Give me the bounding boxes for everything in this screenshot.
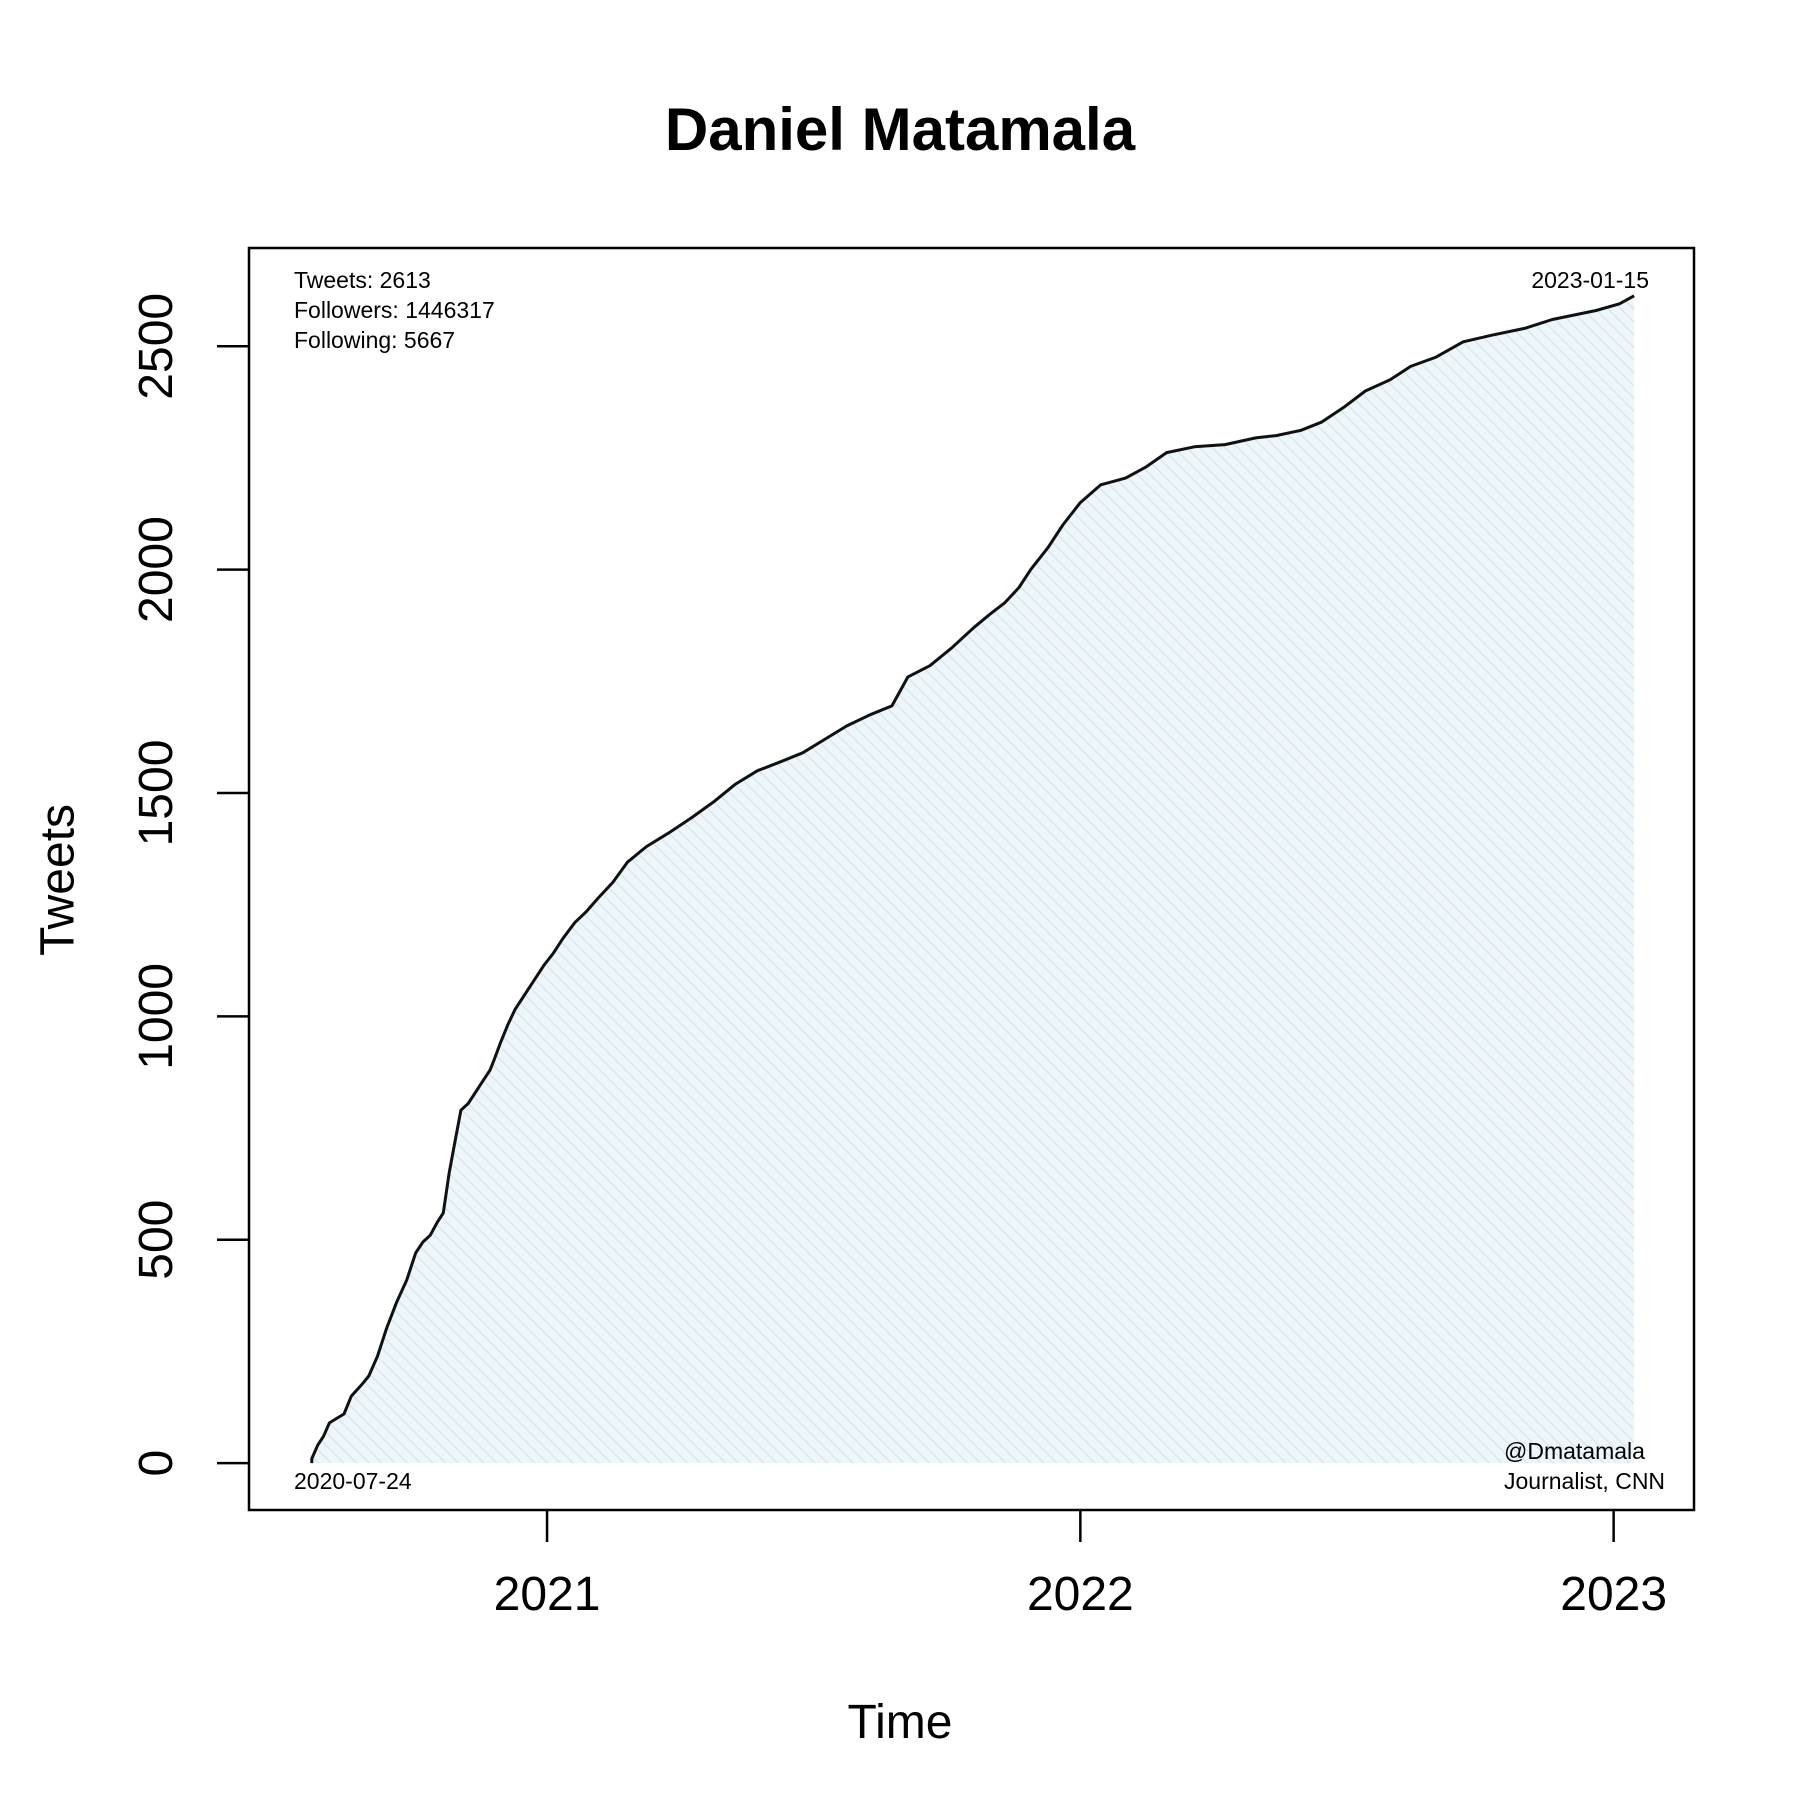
plot-border bbox=[247, 246, 1696, 1512]
x-tick-label: 2022 bbox=[1027, 1568, 1134, 1621]
end-date-label: 2023-01-15 bbox=[1531, 267, 1649, 293]
x-axis-label: Time bbox=[847, 1696, 953, 1749]
y-tick-label: 0 bbox=[130, 1450, 183, 1477]
y-tick-label: 500 bbox=[130, 1200, 183, 1280]
credit-handle: @Dmatamala bbox=[1504, 1438, 1645, 1464]
stat-followers: Followers: 1446317 bbox=[294, 297, 495, 323]
y-tick-label: 2000 bbox=[130, 516, 183, 623]
x-tick-label: 2021 bbox=[494, 1568, 601, 1621]
y-tick-label: 1000 bbox=[130, 963, 183, 1070]
start-date-label: 2020-07-24 bbox=[294, 1468, 412, 1494]
chart-title: Daniel Matamala bbox=[664, 96, 1136, 163]
x-tick-label: 2023 bbox=[1560, 1568, 1667, 1621]
y-tick-label: 2500 bbox=[130, 293, 183, 400]
stat-tweets: Tweets: 2613 bbox=[294, 267, 431, 293]
tweets-area bbox=[311, 295, 1635, 1464]
stat-following: Following: 5667 bbox=[294, 327, 455, 353]
credit-role: Journalist, CNN bbox=[1504, 1468, 1665, 1494]
tweets-line bbox=[310, 294, 1635, 1464]
y-tick-label: 1500 bbox=[130, 740, 183, 847]
